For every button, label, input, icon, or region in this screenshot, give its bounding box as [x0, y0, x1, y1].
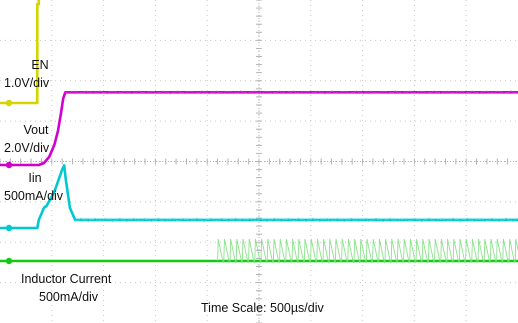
ground-marker-inductor-current — [5, 257, 13, 265]
label-iin: Iin — [0, 171, 70, 186]
traces — [0, 0, 518, 265]
series-iin-name: Iin — [28, 171, 42, 185]
label-vout-scale: 2.0V/div — [4, 141, 50, 155]
series-en-name: EN — [31, 58, 49, 72]
label-inductor-current: Inductor Current — [21, 272, 112, 286]
trace-iin — [0, 164, 518, 230]
trace-en — [0, 0, 41, 105]
ground-marker-en — [5, 99, 13, 107]
trace-vout-noise — [64, 90, 517, 95]
time-scale-label: Time Scale: 500µs/div — [201, 301, 324, 315]
series-vout-name: Vout — [23, 123, 49, 137]
label-en: EN — [0, 58, 80, 73]
trace-iin-noise — [74, 217, 518, 223]
ground-marker-vout — [5, 161, 13, 169]
ground-marker-iin — [5, 224, 13, 232]
label-en-scale: 1.0V/div — [4, 76, 50, 90]
label-iin-scale: 500mA/div — [4, 189, 64, 203]
label-vout: Vout — [0, 123, 72, 138]
label-inductor-scale: 500mA/div — [39, 290, 99, 304]
trace-vout — [0, 91, 518, 167]
trace-inductor-current-ripple — [217, 238, 518, 264]
